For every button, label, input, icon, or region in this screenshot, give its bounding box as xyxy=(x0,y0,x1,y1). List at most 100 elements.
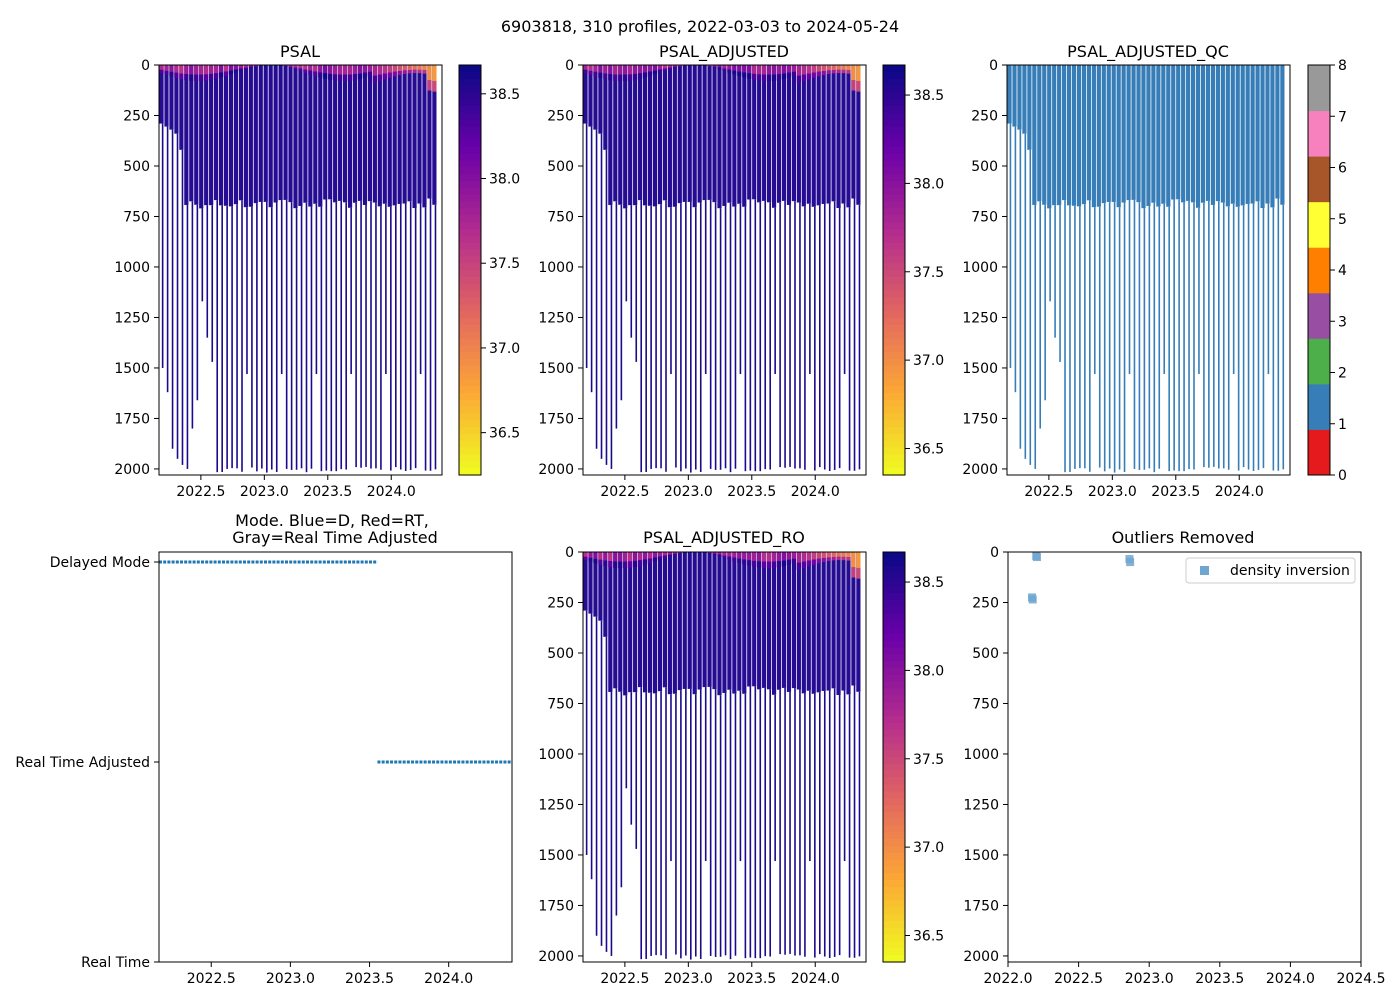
psal_adj-profile-surface xyxy=(652,70,658,75)
psal_qc-profile-deep xyxy=(1103,203,1106,472)
psal_ro-profile-surface xyxy=(608,552,613,562)
psal-profile-surface xyxy=(159,65,164,70)
psal_ro-profile-deep xyxy=(729,689,732,960)
psal_adj-profile-surface xyxy=(806,73,811,80)
outlier-point xyxy=(1126,558,1135,567)
psal_ro-profile-surface xyxy=(657,556,663,560)
psal_adj-profile-upper xyxy=(717,65,722,209)
psal_ro-profile-deep xyxy=(690,688,692,960)
outliers-plot-area: 2022.0 2022.5 2023.0 2023.5 2024.0 2024.5 0 250… xyxy=(963,545,1385,987)
psal-profile-upper xyxy=(387,65,392,207)
psal_qc-profile-deep xyxy=(1153,202,1156,473)
psal-colorbar-band xyxy=(459,406,481,415)
psal-profile-surface xyxy=(328,65,333,74)
psal_qc-colorbar-tick-label: 3 xyxy=(1338,314,1347,330)
psal-adjusted-colorbar: 36.5 37.0 37.5 38.0 38.5 xyxy=(882,64,944,476)
psal_ro-colorbar-band xyxy=(883,839,905,847)
psal_ro-profile-surface xyxy=(757,552,762,562)
psal_adj-colorbar-band xyxy=(883,99,905,107)
psal_ro-profile-upper xyxy=(593,552,598,617)
psal_qc-profile-upper xyxy=(1131,65,1136,200)
psal-profile-deep xyxy=(161,123,164,368)
psal-profile-surface xyxy=(377,74,382,82)
psal-profile-upper xyxy=(248,65,253,207)
psal-frame xyxy=(158,64,443,476)
psal_adj-profile-deep xyxy=(784,200,786,468)
psal-colorbar-band xyxy=(459,140,481,148)
psal-profile-surface xyxy=(407,65,412,71)
psal_ro-profile-surface xyxy=(722,555,727,558)
psal_ro-colorbar-band xyxy=(883,565,905,574)
psal_adj-profile-upper xyxy=(712,65,717,203)
psal_ro-colorbar-tick-label: 36.5 xyxy=(913,928,944,944)
psal_adj-colorbar-band xyxy=(883,434,905,442)
psal_qc-profile-deep xyxy=(1198,207,1200,375)
psal_adj-profile-upper xyxy=(732,65,737,207)
psal_adj-profile-deep xyxy=(749,199,752,471)
psal-profile-surface xyxy=(288,65,293,67)
psal_ro-profile-surface xyxy=(652,552,658,558)
psal_qc-colorbar-swatch xyxy=(1308,247,1330,294)
psal_adj-colorbar-tick-label: 37.0 xyxy=(913,353,944,369)
panel-mode: Mode. Blue=D, Red=RT, Gray=Real Time Adj… xyxy=(15,511,513,987)
psal_adj-profile-surface xyxy=(598,65,603,73)
psal-colorbar-band xyxy=(459,461,481,469)
psal_qc-xtick-label: 2022.5 xyxy=(1024,484,1073,500)
psal_qc-ytick-label: 1250 xyxy=(962,310,998,326)
psal-profile-upper xyxy=(238,65,244,201)
psal_qc-profile-upper xyxy=(1250,65,1255,204)
psal-profile-surface xyxy=(318,72,323,78)
psal-colorbar-band xyxy=(459,112,481,121)
psal-profile-surface xyxy=(209,73,214,80)
psal_ro-profile-surface xyxy=(856,552,861,568)
psal_ro-colorbar-frame xyxy=(882,551,906,963)
psal_adj-profile-deep xyxy=(714,202,717,470)
psal-profile-surface xyxy=(412,69,417,74)
psal_adj-profile-upper xyxy=(593,65,598,130)
psal_qc-profile-deep xyxy=(1277,198,1280,471)
psal-profile-surface xyxy=(228,65,234,71)
psal_adj-profile-surface xyxy=(851,65,856,81)
psal_adj-profile-surface xyxy=(757,74,762,81)
psal_ro-profile-surface xyxy=(836,552,841,557)
psal-profile-upper xyxy=(412,65,417,208)
psal_adj-profile-deep xyxy=(620,204,623,401)
psal_adj-colorbar-band xyxy=(883,242,905,251)
psal_adj-colorbar-band xyxy=(883,358,905,367)
psal_ro-profile-surface xyxy=(598,552,603,560)
psal-profile-surface xyxy=(382,73,387,80)
psal-colorbar-band xyxy=(459,297,481,305)
psal_ro-profile-deep xyxy=(754,686,757,959)
psal-profile-deep xyxy=(345,202,347,470)
psal-profile-upper xyxy=(357,65,363,201)
psal_qc-profile-deep xyxy=(1237,206,1240,471)
psal_qc-profile-deep xyxy=(1188,200,1190,470)
psal-profile-surface xyxy=(323,65,328,74)
psal_adj-profile-upper xyxy=(781,65,787,201)
psal_ro-colorbar-band xyxy=(883,675,905,683)
mode-xtick-label: 2023.0 xyxy=(266,971,315,987)
psal_ro-profile-upper xyxy=(786,552,792,692)
psal-colorbar-band xyxy=(459,263,481,271)
psal-profile-surface xyxy=(362,65,368,73)
psal_ro-colorbar-band xyxy=(883,873,905,881)
psal-profile-upper xyxy=(189,65,194,202)
psal-profile-upper xyxy=(392,65,397,206)
psal_adj-profile-surface xyxy=(618,74,623,82)
psal_ro-profile-surface xyxy=(712,552,717,554)
psal_qc-profile-upper xyxy=(1215,65,1220,202)
psal-profile-deep xyxy=(236,204,238,469)
psal-profile-upper xyxy=(164,65,169,127)
psal_ro-profile-surface xyxy=(791,552,796,559)
psal_adj-ytick-label: 1500 xyxy=(538,361,574,377)
psal-profile-upper xyxy=(169,65,174,130)
psal_ro-profile-deep xyxy=(848,694,851,958)
psal_ro-profile-upper xyxy=(846,552,851,695)
psal_ro-profile-surface xyxy=(757,561,762,568)
psal_adj-profile-upper xyxy=(796,65,801,203)
psal_ro-profile-upper xyxy=(851,552,856,686)
psal_ro-profile-deep xyxy=(699,689,702,959)
psal_qc-profile-upper xyxy=(1195,65,1201,208)
psal_adj-profile-surface xyxy=(722,68,727,71)
